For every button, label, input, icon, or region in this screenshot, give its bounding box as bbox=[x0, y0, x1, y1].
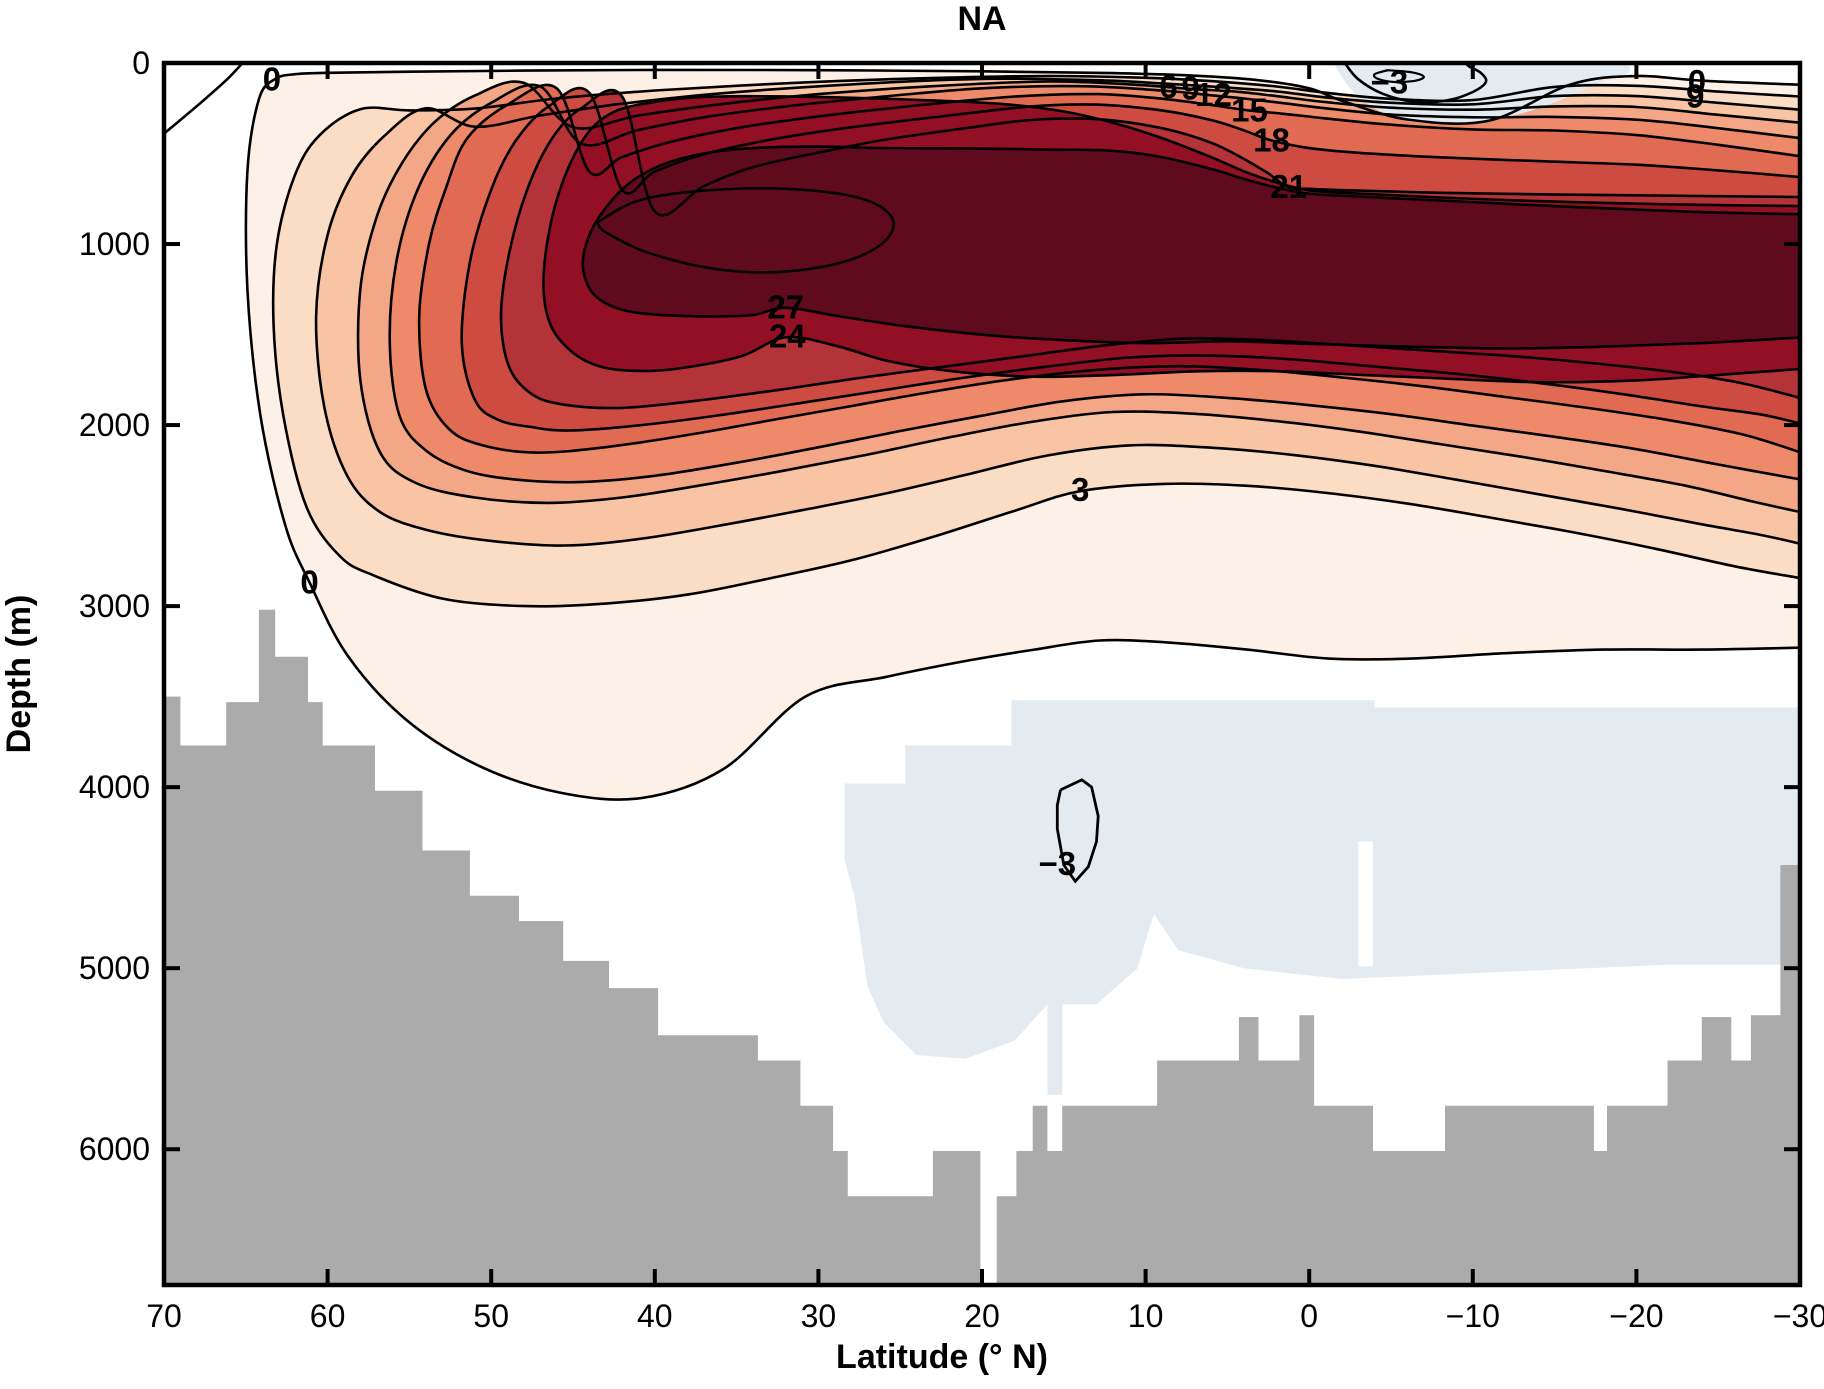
y-tick-label: 0 bbox=[132, 45, 150, 81]
contour-label-12: 12 bbox=[1195, 76, 1232, 113]
y-tick-label: 5000 bbox=[79, 950, 150, 986]
contour-label-18: 18 bbox=[1253, 121, 1290, 158]
x-tick-label: 0 bbox=[1300, 1298, 1318, 1334]
contour-label-21: 21 bbox=[1270, 168, 1307, 205]
y-tick-label: 2000 bbox=[79, 407, 150, 443]
contour-label-24: 24 bbox=[769, 317, 806, 354]
x-tick-label: 30 bbox=[801, 1298, 837, 1334]
contour-label-0: 0 bbox=[300, 564, 318, 601]
contour-label-0: 0 bbox=[1688, 63, 1706, 100]
filled-contour-bands bbox=[245, 69, 1800, 800]
bathymetry-profile bbox=[164, 609, 1800, 1285]
contour-label-15: 15 bbox=[1231, 91, 1268, 128]
contour-label-27: 27 bbox=[767, 288, 804, 325]
x-tick-label: −10 bbox=[1446, 1298, 1500, 1334]
contour-lines bbox=[164, 63, 1800, 884]
contour-label-0: 0 bbox=[263, 60, 281, 97]
contour-line-18 bbox=[460, 86, 1800, 432]
y-tick-label: 3000 bbox=[79, 588, 150, 624]
x-tick-label: 60 bbox=[310, 1298, 346, 1334]
x-axis-title: Latitude (° N) bbox=[836, 1338, 1048, 1376]
y-tick-label: 4000 bbox=[79, 769, 150, 805]
contour-line-0-corner bbox=[164, 63, 244, 135]
contour-line-minus3-surface-inner bbox=[1372, 69, 1425, 84]
contour-label-6: 6 bbox=[1159, 68, 1177, 105]
contour-line-24 bbox=[542, 94, 1800, 384]
x-tick-label: −20 bbox=[1609, 1298, 1663, 1334]
contour-label-9: 9 bbox=[1181, 70, 1199, 107]
y-tick-label: 1000 bbox=[79, 226, 150, 262]
axes-frame-and-ticks: 70 60 50 40 30 20 10 0 −10 −20 −300100020003000400… bbox=[79, 45, 1824, 1334]
contour-label-3: 3 bbox=[1071, 471, 1089, 508]
contour-line-core-maximum bbox=[595, 187, 895, 274]
x-tick-label: −30 bbox=[1773, 1298, 1824, 1334]
contour-line-12 bbox=[388, 83, 1800, 484]
x-tick-label: 70 bbox=[146, 1298, 182, 1334]
plot-title: NA bbox=[957, 0, 1006, 38]
y-axis-title: Depth (m) bbox=[0, 595, 38, 754]
negative-deep-region bbox=[844, 700, 1800, 1095]
contour-line-3 bbox=[271, 74, 1800, 608]
contour-label-−3: −3 bbox=[1038, 845, 1076, 882]
contour-line-minus3-surface bbox=[1344, 63, 1488, 104]
bathymetry-land-mask bbox=[164, 609, 1800, 1285]
negative-region-notch bbox=[1358, 841, 1374, 967]
y-tick-label: 6000 bbox=[79, 1131, 150, 1167]
contour-line-27 bbox=[581, 145, 1800, 350]
x-tick-label: 10 bbox=[1128, 1298, 1164, 1334]
contour-label-9: 9 bbox=[1686, 78, 1704, 115]
contour-line-0 bbox=[244, 68, 1800, 801]
x-tick-label: 40 bbox=[637, 1298, 673, 1334]
x-tick-label: 50 bbox=[473, 1298, 509, 1334]
contour-line-9 bbox=[356, 80, 1800, 514]
contour-label-−3: −3 bbox=[1371, 64, 1409, 101]
band-fill-level-27 bbox=[582, 146, 1800, 349]
contour-line-6 bbox=[314, 77, 1800, 547]
x-tick-label: 20 bbox=[964, 1298, 1000, 1334]
contour-line-minus3-deep bbox=[1055, 778, 1100, 884]
